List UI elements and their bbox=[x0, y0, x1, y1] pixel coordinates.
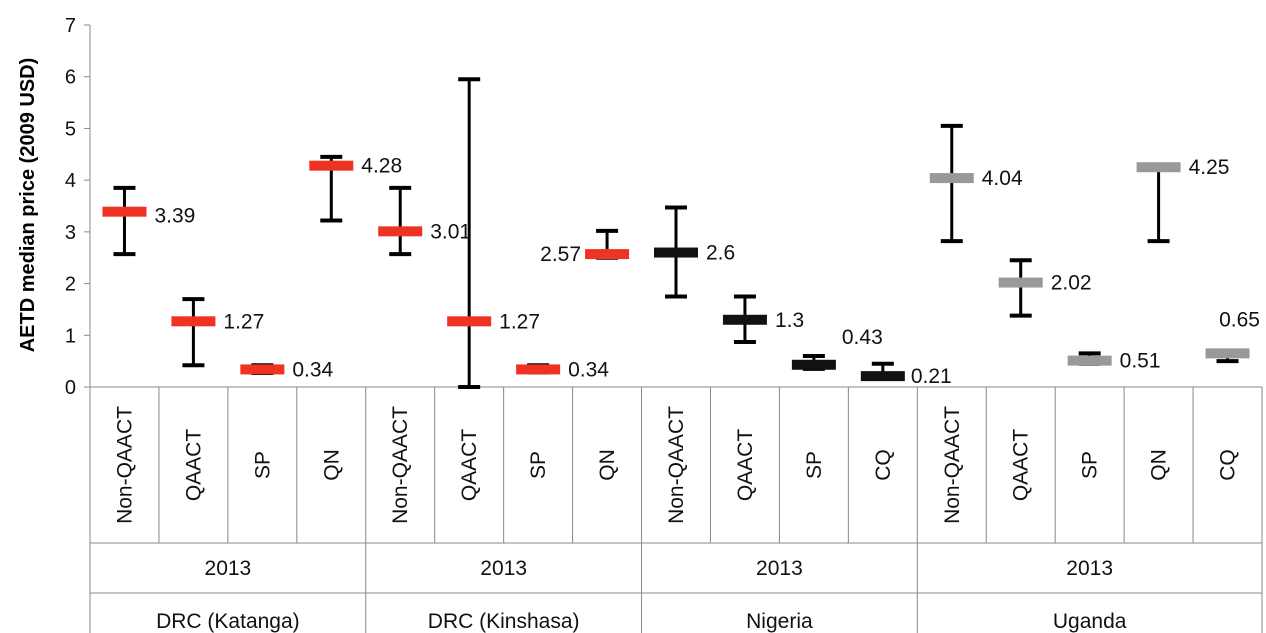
x-axis-categories: Non-QAACT QAACT SP QN Non-QAACT QAACT SP QN Non-… bbox=[113, 406, 1239, 524]
category-label: Non-QAACT bbox=[665, 406, 688, 524]
error-bars bbox=[102, 77, 1250, 389]
median-marker bbox=[1067, 355, 1112, 366]
median-marker bbox=[998, 277, 1043, 288]
median-marker bbox=[240, 364, 285, 375]
category-label: SP bbox=[251, 451, 274, 479]
country-label: Nigeria bbox=[746, 610, 813, 633]
category-label: QAACT bbox=[458, 429, 481, 502]
data-label: 1.3 bbox=[775, 309, 804, 332]
median-marker bbox=[516, 364, 561, 375]
y-axis-title: AETD median price (2009 USD) bbox=[17, 58, 39, 353]
data-label: 2.6 bbox=[706, 242, 735, 265]
category-label: QAACT bbox=[1010, 429, 1033, 502]
error-bar-qaact bbox=[447, 77, 492, 389]
y-tick-label: 3 bbox=[65, 222, 76, 244]
y-tick-label: 6 bbox=[65, 67, 76, 89]
error-bar-qn bbox=[309, 154, 354, 223]
error-bar-sp bbox=[240, 363, 285, 376]
category-label: Non-QAACT bbox=[113, 406, 136, 524]
data-label: 3.01 bbox=[430, 220, 471, 243]
data-labels: 3.39 1.27 0.34 4.28 3.01 1.27 0.34 2.57 2.6 1.3 0.… bbox=[154, 155, 1259, 388]
median-marker bbox=[929, 173, 974, 184]
data-label: 0.51 bbox=[1120, 350, 1161, 373]
category-label: CQ bbox=[1217, 449, 1240, 481]
y-axis-ticks: 0 1 2 3 4 5 6 7 bbox=[65, 15, 76, 399]
median-marker bbox=[585, 249, 630, 260]
median-marker bbox=[171, 316, 216, 327]
data-label: 0.21 bbox=[911, 365, 952, 388]
category-label: CQ bbox=[872, 449, 895, 481]
category-label: SP bbox=[803, 451, 826, 479]
y-tick-label: 7 bbox=[65, 15, 76, 37]
category-label: SP bbox=[1079, 451, 1102, 479]
year-label: 2013 bbox=[205, 557, 252, 580]
error-bar-qaact bbox=[722, 294, 767, 345]
data-label: 4.28 bbox=[361, 155, 402, 178]
error-bar-qn bbox=[1136, 162, 1181, 244]
data-label: 0.34 bbox=[568, 358, 609, 381]
error-bar-non-qaact bbox=[102, 185, 147, 257]
data-label: 1.27 bbox=[223, 310, 264, 333]
category-label: Non-QAACT bbox=[941, 406, 964, 524]
median-marker bbox=[791, 359, 836, 370]
y-tick-label: 5 bbox=[65, 118, 76, 140]
category-label: QAACT bbox=[734, 429, 757, 502]
category-label: Non-QAACT bbox=[389, 406, 412, 524]
data-label: 3.39 bbox=[154, 205, 195, 228]
x-axis-groups: 2013 DRC (Katanga) 2013 DRC (Kinshasa) 2013 N… bbox=[156, 557, 1127, 633]
data-label: 2.57 bbox=[540, 243, 581, 266]
data-label: 4.25 bbox=[1189, 156, 1230, 179]
median-marker bbox=[447, 316, 492, 327]
data-label: 0.65 bbox=[1219, 308, 1260, 331]
median-marker bbox=[1136, 162, 1181, 173]
median-marker bbox=[1205, 348, 1250, 359]
axis-lines bbox=[84, 24, 1263, 633]
median-marker bbox=[722, 314, 767, 325]
error-bar-qaact bbox=[998, 258, 1043, 318]
error-bar-cq bbox=[860, 361, 905, 382]
category-label: SP bbox=[527, 451, 550, 479]
error-bar-qn bbox=[585, 228, 630, 260]
y-tick-label: 0 bbox=[65, 377, 76, 399]
data-label: 2.02 bbox=[1051, 272, 1092, 295]
error-bar-non-qaact bbox=[378, 185, 423, 257]
error-bar-cq bbox=[1205, 348, 1250, 364]
year-label: 2013 bbox=[480, 557, 527, 580]
data-label: 1.27 bbox=[499, 310, 540, 333]
error-bar-sp bbox=[516, 363, 561, 375]
year-label: 2013 bbox=[756, 557, 803, 580]
error-bar-sp bbox=[1067, 351, 1112, 366]
category-label: QN bbox=[596, 449, 619, 481]
median-marker bbox=[309, 160, 354, 171]
error-bar-sp bbox=[791, 353, 836, 371]
data-label: 4.04 bbox=[982, 167, 1023, 190]
error-bar-non-qaact bbox=[654, 205, 698, 299]
year-label: 2013 bbox=[1066, 557, 1113, 580]
median-marker bbox=[378, 226, 423, 237]
median-marker bbox=[860, 371, 905, 382]
median-marker bbox=[654, 247, 698, 258]
y-tick-label: 2 bbox=[65, 274, 76, 296]
median-marker bbox=[102, 206, 147, 217]
y-tick-label: 4 bbox=[65, 170, 76, 192]
y-tick-label: 1 bbox=[65, 325, 76, 347]
category-label: QN bbox=[320, 449, 343, 481]
data-label: 0.34 bbox=[292, 358, 333, 381]
country-label: Uganda bbox=[1053, 610, 1127, 633]
error-bar-non-qaact bbox=[929, 123, 974, 244]
country-label: DRC (Katanga) bbox=[156, 610, 300, 633]
error-bar-qaact bbox=[171, 297, 216, 368]
country-label: DRC (Kinshasa) bbox=[428, 610, 580, 633]
data-label: 0.43 bbox=[842, 326, 883, 349]
category-label: QN bbox=[1148, 449, 1171, 481]
category-label: QAACT bbox=[182, 429, 205, 502]
